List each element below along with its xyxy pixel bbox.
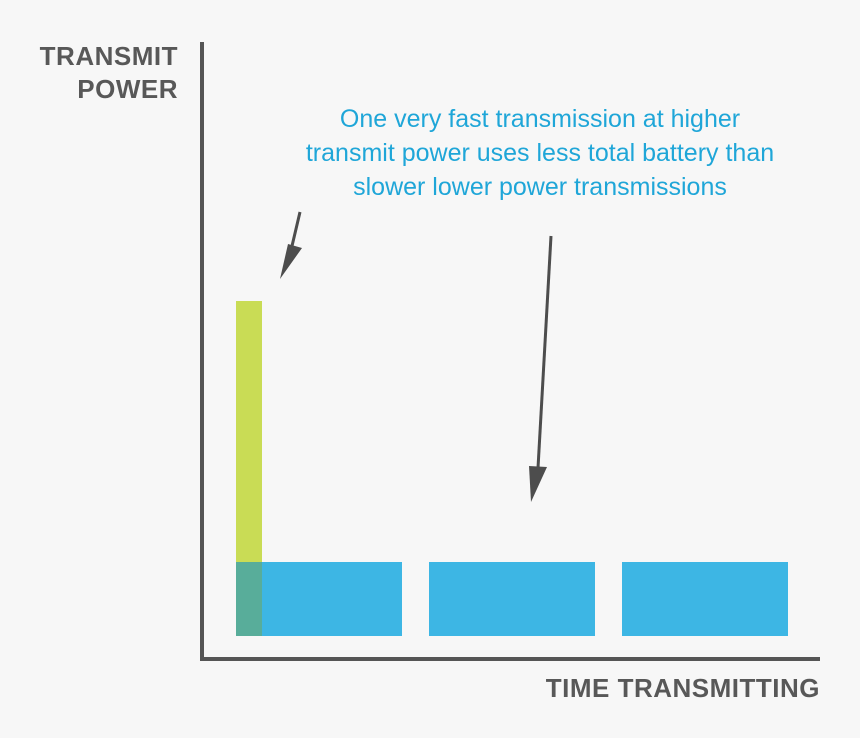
y-axis-title: TRANSMIT POWER <box>18 40 178 106</box>
annotation-line-3: slower lower power transmissions <box>353 173 727 201</box>
y-axis-title-line-2: POWER <box>77 74 178 104</box>
overlap-region <box>236 562 262 636</box>
low-power-transmission-bar-2 <box>429 562 595 636</box>
low-power-transmission-bar-1 <box>236 562 402 636</box>
annotation-text: One very fast transmission at higher tra… <box>240 102 840 204</box>
arrow-to-low-power-bars-shaft <box>536 235 553 469</box>
arrow-to-high-power-bar-head <box>280 244 302 279</box>
annotation-line-2: transmit power uses less total battery t… <box>305 139 775 167</box>
annotation-line-1: One very fast transmission at higher <box>339 105 741 133</box>
low-power-transmission-bar-3 <box>622 562 788 636</box>
y-axis-title-line-1: TRANSMIT <box>39 41 178 71</box>
arrow-to-low-power-bars-head <box>529 466 547 502</box>
arrow-to-high-power-bar-shaft <box>290 211 302 247</box>
x-axis-title: TIME TRANSMITTING <box>545 673 820 703</box>
